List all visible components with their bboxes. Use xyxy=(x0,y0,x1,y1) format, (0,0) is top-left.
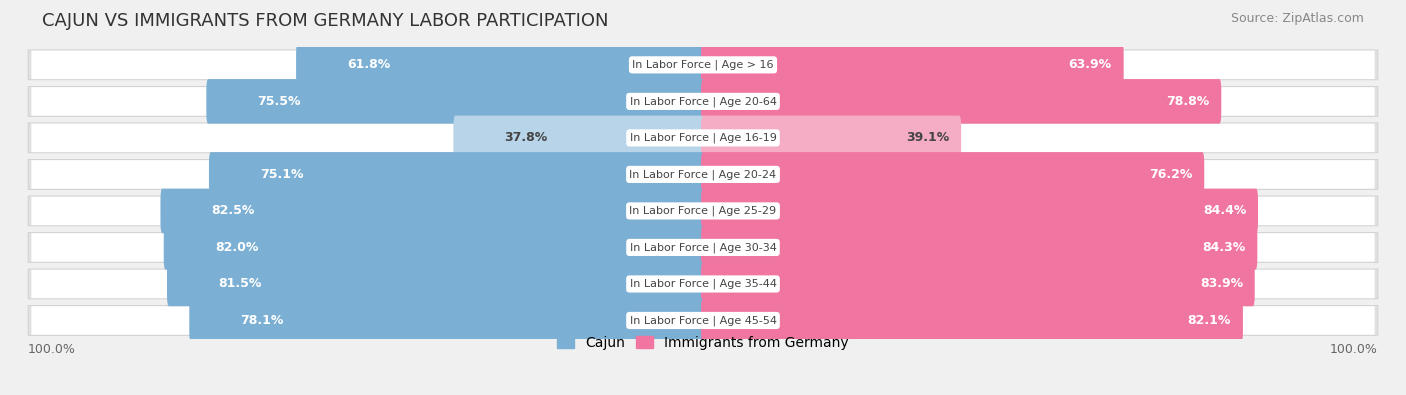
FancyBboxPatch shape xyxy=(28,87,1378,117)
FancyBboxPatch shape xyxy=(28,50,1378,80)
FancyBboxPatch shape xyxy=(31,51,1375,79)
FancyBboxPatch shape xyxy=(31,124,1375,152)
FancyBboxPatch shape xyxy=(702,43,1123,87)
Text: 78.8%: 78.8% xyxy=(1166,95,1209,108)
Text: In Labor Force | Age 30-34: In Labor Force | Age 30-34 xyxy=(630,242,776,253)
FancyBboxPatch shape xyxy=(28,233,1378,262)
Text: 39.1%: 39.1% xyxy=(905,132,949,145)
Text: 100.0%: 100.0% xyxy=(1330,343,1378,356)
Text: 78.1%: 78.1% xyxy=(240,314,284,327)
FancyBboxPatch shape xyxy=(702,79,1222,124)
Text: 82.0%: 82.0% xyxy=(215,241,259,254)
Text: 84.3%: 84.3% xyxy=(1202,241,1246,254)
Text: 61.8%: 61.8% xyxy=(347,58,391,71)
Text: 83.9%: 83.9% xyxy=(1199,277,1243,290)
Text: In Labor Force | Age 45-54: In Labor Force | Age 45-54 xyxy=(630,315,776,326)
FancyBboxPatch shape xyxy=(28,269,1378,299)
FancyBboxPatch shape xyxy=(702,225,1257,270)
Text: 63.9%: 63.9% xyxy=(1069,58,1112,71)
Text: In Labor Force | Age 20-24: In Labor Force | Age 20-24 xyxy=(630,169,776,180)
FancyBboxPatch shape xyxy=(297,43,704,87)
FancyBboxPatch shape xyxy=(702,152,1205,197)
Text: 100.0%: 100.0% xyxy=(28,343,76,356)
FancyBboxPatch shape xyxy=(31,306,1375,335)
FancyBboxPatch shape xyxy=(31,197,1375,225)
FancyBboxPatch shape xyxy=(31,270,1375,298)
FancyBboxPatch shape xyxy=(702,261,1254,306)
FancyBboxPatch shape xyxy=(163,225,704,270)
FancyBboxPatch shape xyxy=(31,87,1375,116)
Text: Source: ZipAtlas.com: Source: ZipAtlas.com xyxy=(1230,12,1364,25)
Text: 75.5%: 75.5% xyxy=(257,95,301,108)
Text: 75.1%: 75.1% xyxy=(260,168,304,181)
Text: 37.8%: 37.8% xyxy=(505,132,548,145)
FancyBboxPatch shape xyxy=(207,79,704,124)
FancyBboxPatch shape xyxy=(702,189,1258,233)
FancyBboxPatch shape xyxy=(453,116,704,160)
Text: In Labor Force | Age > 16: In Labor Force | Age > 16 xyxy=(633,60,773,70)
Text: CAJUN VS IMMIGRANTS FROM GERMANY LABOR PARTICIPATION: CAJUN VS IMMIGRANTS FROM GERMANY LABOR P… xyxy=(42,12,609,30)
FancyBboxPatch shape xyxy=(28,160,1378,189)
FancyBboxPatch shape xyxy=(31,233,1375,261)
Legend: Cajun, Immigrants from Germany: Cajun, Immigrants from Germany xyxy=(553,330,853,355)
FancyBboxPatch shape xyxy=(28,123,1378,153)
Text: In Labor Force | Age 25-29: In Labor Force | Age 25-29 xyxy=(630,206,776,216)
Text: In Labor Force | Age 20-64: In Labor Force | Age 20-64 xyxy=(630,96,776,107)
FancyBboxPatch shape xyxy=(190,298,704,343)
FancyBboxPatch shape xyxy=(31,160,1375,189)
FancyBboxPatch shape xyxy=(702,298,1243,343)
Text: In Labor Force | Age 16-19: In Labor Force | Age 16-19 xyxy=(630,133,776,143)
Text: 84.4%: 84.4% xyxy=(1202,205,1246,217)
Text: 82.1%: 82.1% xyxy=(1188,314,1232,327)
Text: 81.5%: 81.5% xyxy=(218,277,262,290)
Text: 82.5%: 82.5% xyxy=(211,205,254,217)
FancyBboxPatch shape xyxy=(167,261,704,306)
FancyBboxPatch shape xyxy=(160,189,704,233)
FancyBboxPatch shape xyxy=(28,305,1378,335)
FancyBboxPatch shape xyxy=(209,152,704,197)
Text: 76.2%: 76.2% xyxy=(1149,168,1192,181)
FancyBboxPatch shape xyxy=(28,196,1378,226)
Text: In Labor Force | Age 35-44: In Labor Force | Age 35-44 xyxy=(630,279,776,289)
FancyBboxPatch shape xyxy=(702,116,962,160)
